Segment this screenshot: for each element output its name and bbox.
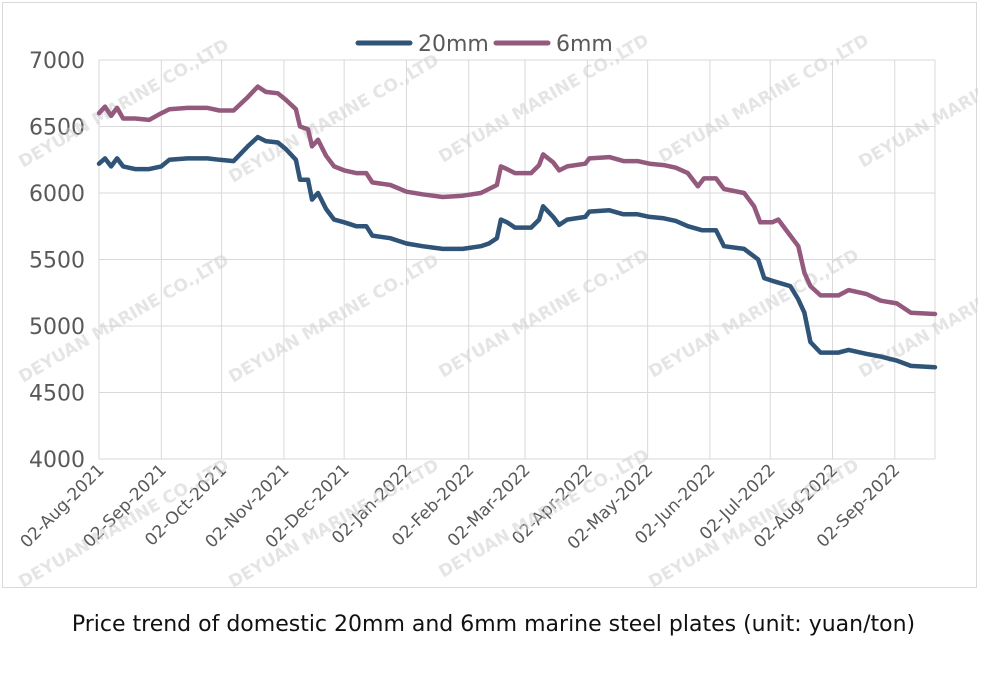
chart-caption: Price trend of domestic 20mm and 6mm mar… [71,612,916,637]
watermark-text: DEYUAN MARINE CO.,LTD [436,245,653,382]
y-tick-label: 6000 [29,182,85,207]
watermark-text: DEYUAN MARINE CO.,LTD [646,245,863,382]
y-tick-label: 4500 [29,382,85,407]
watermark-text: DEYUAN MARINE CO.,LTD [226,250,443,387]
chart-canvas: 400045005000550060006500700002-Aug-20210… [16,30,979,589]
y-tick-label: 7000 [29,49,85,74]
watermark-text: DEYUAN MARINE CO.,LTD [856,35,979,172]
y-tick-label: 5000 [29,315,85,340]
legend-label-6mm: 6mm [556,32,613,57]
watermark-text: DEYUAN MARINE CO.,LTD [656,30,873,167]
legend-label-20mm: 20mm [418,32,489,57]
y-tick-label: 6500 [29,116,85,141]
y-tick-label: 4000 [29,448,85,473]
y-tick-label: 5500 [29,249,85,274]
series-line-20mm [96,134,938,370]
series-line-6mm [96,84,938,317]
chart-frame: 4000 4500 5000 5500 6000 6500 7000 02-Aug-2021 0… [2,2,979,589]
